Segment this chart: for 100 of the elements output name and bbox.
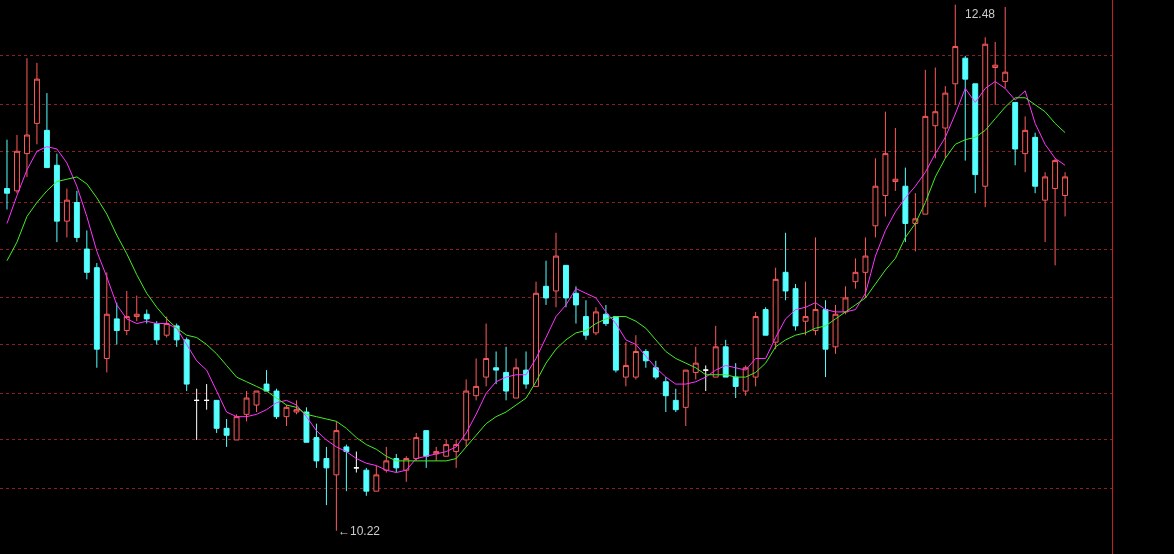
- candlestick: [792, 283, 799, 332]
- candlestick: [972, 83, 979, 194]
- candlestick: [463, 378, 470, 448]
- candlestick: [513, 357, 520, 399]
- candlestick: [53, 153, 60, 243]
- candlestick: [103, 271, 110, 373]
- candlestick: [872, 157, 879, 238]
- candlestick: [762, 306, 769, 336]
- candlestick: [303, 406, 310, 443]
- annotation: ←10.22: [338, 524, 381, 538]
- candlestick: [942, 85, 949, 159]
- candlestick: [343, 444, 350, 492]
- candlestick: [962, 55, 969, 162]
- candlestick: [583, 299, 589, 341]
- candlestick: [622, 341, 629, 387]
- candlestick: [592, 306, 599, 336]
- candlestick: [263, 369, 270, 392]
- candlestick: [782, 232, 789, 301]
- candlestick: [732, 362, 739, 399]
- candlestick: [612, 316, 619, 373]
- candlestick: [842, 285, 849, 315]
- candlestick: [353, 451, 360, 474]
- candlestick: [223, 418, 230, 448]
- candlestick: [1002, 6, 1009, 89]
- candlestick: [882, 111, 889, 217]
- candlestick: [632, 334, 639, 380]
- candlestick: [922, 69, 929, 215]
- candlestick: [233, 413, 240, 441]
- candlestick: [652, 360, 659, 380]
- candlestick: [193, 388, 200, 441]
- candlestick: [473, 357, 480, 401]
- candlestick: [33, 62, 40, 145]
- candlestick: [93, 262, 100, 369]
- candlestick: [543, 260, 549, 306]
- candlestick: [313, 423, 320, 469]
- candlestick: [203, 383, 210, 411]
- candlestick: [123, 290, 130, 336]
- candlestick: [712, 325, 719, 378]
- candlestick: [1042, 171, 1049, 243]
- candlestick: [163, 316, 170, 339]
- candlestick: [503, 346, 510, 401]
- candlestick: [1062, 171, 1069, 217]
- candlestick: [1052, 157, 1059, 266]
- candlestick: [143, 309, 150, 325]
- candlestick: [83, 229, 90, 280]
- candlestick: [14, 134, 20, 194]
- candlestick: [423, 430, 430, 469]
- candlestick: [892, 127, 899, 192]
- candlestick: [453, 439, 460, 469]
- candlestick: [662, 376, 669, 413]
- candlestick: [413, 432, 420, 462]
- candlestick: [702, 364, 709, 392]
- annotation: 12.48: [965, 7, 996, 21]
- candlestick: [832, 304, 839, 355]
- candlestick: [752, 311, 759, 387]
- candlestick: [293, 399, 300, 415]
- candlestick: [1032, 132, 1039, 194]
- candlestick: [802, 281, 809, 336]
- candlestick: [1012, 101, 1019, 166]
- candlestick: [992, 41, 999, 106]
- candlestick: [523, 350, 529, 390]
- candlestick: [672, 388, 679, 413]
- candlestick: [982, 36, 989, 208]
- candlestick: [912, 192, 919, 252]
- candlestick: [1022, 115, 1029, 173]
- candlestick: [153, 320, 160, 345]
- candlestick: [812, 236, 819, 336]
- candlestick: [932, 67, 939, 159]
- candlestick: [772, 267, 779, 350]
- candlestick: [43, 92, 50, 169]
- candlestick: [363, 467, 370, 497]
- candlestick: [243, 390, 250, 422]
- candlestick: [952, 4, 959, 106]
- candlestick: [553, 232, 559, 308]
- candlestick: [483, 323, 490, 387]
- candlestick: [273, 388, 280, 420]
- candlestick: [682, 369, 689, 427]
- candlestick: [73, 190, 80, 243]
- candlestick: [822, 299, 829, 378]
- candlestick: [852, 257, 859, 290]
- candlestick: [383, 446, 390, 474]
- candlestick: [253, 390, 260, 413]
- candlestick: [533, 281, 539, 387]
- candlestick: [4, 139, 10, 210]
- candlestick: [493, 350, 500, 385]
- candlestick: [573, 285, 579, 325]
- candlestick: [373, 465, 380, 492]
- candlestick: [133, 295, 140, 322]
- candlestick: [692, 346, 699, 380]
- candlestick: [283, 404, 290, 427]
- candlestick: [862, 236, 869, 299]
- candlestick: [24, 57, 30, 178]
- candlestick: [722, 339, 729, 378]
- candlestick: [333, 420, 340, 532]
- candlestick: [183, 337, 190, 392]
- candlestick: [213, 399, 220, 434]
- candlestick: [902, 167, 909, 243]
- candlestick: [323, 446, 330, 506]
- candlestick: [563, 264, 569, 308]
- candlestick: [443, 439, 450, 457]
